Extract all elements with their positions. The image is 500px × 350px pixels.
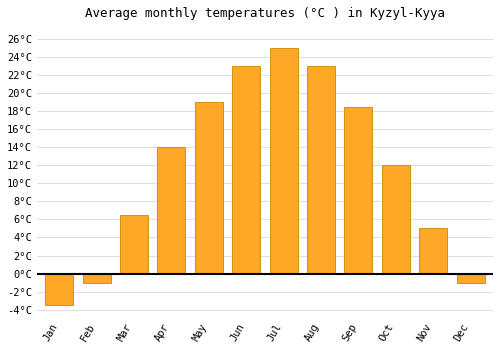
Bar — [419, 229, 447, 274]
Bar — [158, 147, 186, 274]
Bar — [120, 215, 148, 274]
Bar — [45, 274, 74, 305]
Bar — [456, 274, 484, 283]
Title: Average monthly temperatures (°C ) in Kyzyl-Kyya: Average monthly temperatures (°C ) in Ky… — [85, 7, 445, 20]
Bar — [307, 66, 335, 274]
Bar — [344, 106, 372, 274]
Bar — [382, 165, 410, 274]
Bar — [195, 102, 223, 274]
Bar — [82, 274, 110, 283]
Bar — [270, 48, 297, 274]
Bar — [232, 66, 260, 274]
